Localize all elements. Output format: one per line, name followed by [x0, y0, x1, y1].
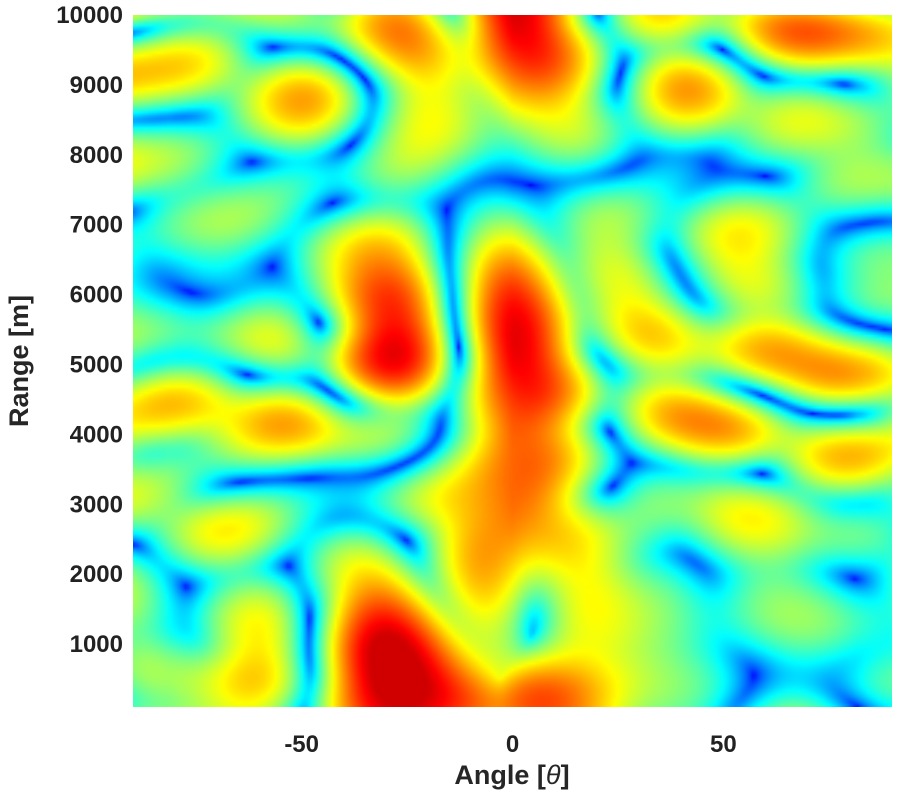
y-tick-labels: 1000 2000 3000 4000 5000 6000 7000 8000 9000 1000…	[56, 2, 123, 658]
x-axis-label: Angle [θ]	[454, 760, 569, 790]
y-tick-label: 10000	[56, 2, 123, 29]
heatmap-image	[133, 15, 892, 707]
x-tick-label: 0	[506, 731, 519, 758]
y-tick-label: 8000	[70, 142, 123, 169]
x-axis-label-symbol: θ	[546, 760, 561, 790]
y-tick-label: 6000	[70, 282, 123, 309]
y-axis-label: Range [m]	[4, 295, 34, 427]
y-tick-label: 7000	[70, 212, 123, 239]
y-tick-label: 9000	[70, 72, 123, 99]
y-tick-label: 2000	[70, 561, 123, 588]
x-tick-label: 50	[710, 731, 737, 758]
y-tick-label: 3000	[70, 491, 123, 518]
y-tick-label: 5000	[70, 351, 123, 378]
x-tick-label: -50	[284, 731, 319, 758]
plot-area	[133, 15, 892, 707]
y-tick-label: 1000	[70, 631, 123, 658]
x-tick-labels: -50 0 50	[284, 731, 736, 758]
y-tick-label: 4000	[70, 421, 123, 448]
